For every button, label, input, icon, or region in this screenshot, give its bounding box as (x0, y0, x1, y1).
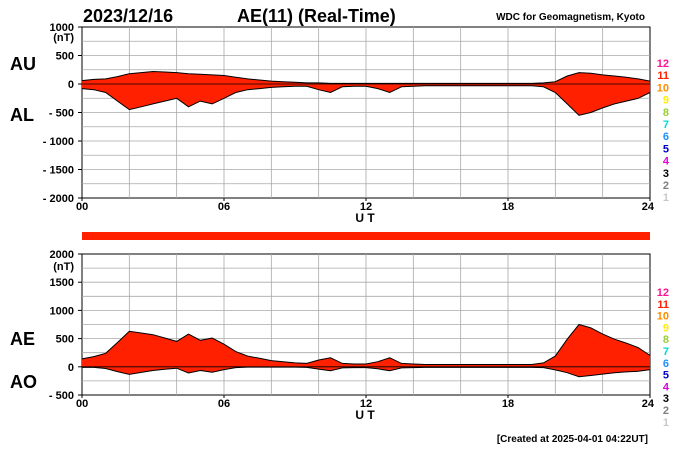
ae-ao-x-axis-title: U T (355, 408, 375, 422)
al-series-line (81, 85, 651, 116)
au-al-y-tick-label: 1000 (50, 22, 74, 34)
au-al-x-tick-label: 12 (360, 201, 372, 213)
station-number-12: 12 (657, 58, 669, 70)
ae-ao-x-tick-label: 06 (218, 398, 230, 410)
au-series-line (81, 70, 651, 84)
ao-series-label: AO (10, 372, 37, 392)
ae-ao-y-tick-label: 2000 (50, 249, 74, 261)
station-number-2: 2 (663, 180, 669, 192)
station-number-6: 6 (663, 358, 669, 370)
au-al-filled-band (82, 71, 650, 116)
plot-date: 2023/12/16 (83, 6, 173, 26)
au-al-x-tick-label: 00 (76, 201, 88, 213)
ae-ao-y-tick-label: 1500 (50, 277, 74, 289)
au-al-y-tick-label: - 1500 (43, 165, 74, 177)
data-source: WDC for Geomagnetism, Kyoto (496, 12, 645, 23)
station-number-5: 5 (663, 143, 669, 155)
au-al-unit-label: (nT) (53, 32, 74, 44)
ae-series-line (81, 323, 651, 365)
station-number-11: 11 (657, 299, 669, 311)
au-al-y-tick-label: - 1000 (43, 136, 74, 148)
station-number-10: 10 (657, 311, 669, 323)
ao-series-line (82, 366, 651, 378)
station-number-3: 3 (663, 393, 669, 405)
au-al-x-tick-label: 24 (642, 201, 655, 213)
station-number-9: 9 (663, 95, 669, 107)
station-number-8: 8 (663, 334, 669, 346)
ae-ao-y-tick-label: 1000 (50, 305, 74, 317)
station-number-10: 10 (657, 82, 669, 94)
station-number-7: 7 (663, 346, 669, 358)
au-al-y-tick-label: - 500 (49, 108, 74, 120)
station-number-6: 6 (663, 131, 669, 143)
station-number-8: 8 (663, 107, 669, 119)
station-number-9: 9 (663, 322, 669, 334)
au-al-x-tick-label: 06 (218, 201, 230, 213)
station-number-7: 7 (663, 119, 669, 131)
station-number-4: 4 (663, 156, 670, 168)
station-number-12: 12 (657, 287, 669, 299)
au-al-x-tick-label: 18 (502, 201, 514, 213)
ae-ao-filled-band (82, 324, 650, 377)
ae-ao-unit-label: (nT) (53, 261, 74, 273)
au-al-y-tick-label: 500 (56, 51, 74, 63)
au-series-label: AU (10, 54, 36, 74)
au-al-x-axis-title: U T (355, 211, 375, 225)
separator-bar (82, 232, 650, 240)
ae-ao-x-tick-label: 24 (642, 398, 655, 410)
station-number-5: 5 (663, 370, 669, 382)
al-series-label: AL (10, 105, 34, 125)
ae-ao-y-tick-label: 500 (56, 334, 74, 346)
au-al-y-tick-label: 0 (68, 79, 74, 91)
au-al-y-tick-label: - 2000 (43, 193, 74, 205)
ae-series-label: AE (10, 329, 35, 349)
ae-ao-x-tick-label: 18 (502, 398, 514, 410)
ae-ao-y-tick-label: 0 (68, 362, 74, 374)
created-timestamp: [Created at 2025-04-01 04:22UT] (497, 434, 648, 445)
plot-title: AE(11) (Real-Time) (237, 6, 396, 26)
station-number-3: 3 (663, 168, 669, 180)
ae-ao-x-tick-label: 00 (76, 398, 88, 410)
ae-ao-x-tick-label: 12 (360, 398, 372, 410)
ae-ao-y-tick-label: - 500 (49, 390, 74, 402)
station-number-1: 1 (663, 417, 669, 429)
station-number-4: 4 (663, 381, 670, 393)
station-number-11: 11 (657, 70, 669, 82)
station-number-1: 1 (663, 192, 669, 204)
station-number-2: 2 (663, 405, 669, 417)
